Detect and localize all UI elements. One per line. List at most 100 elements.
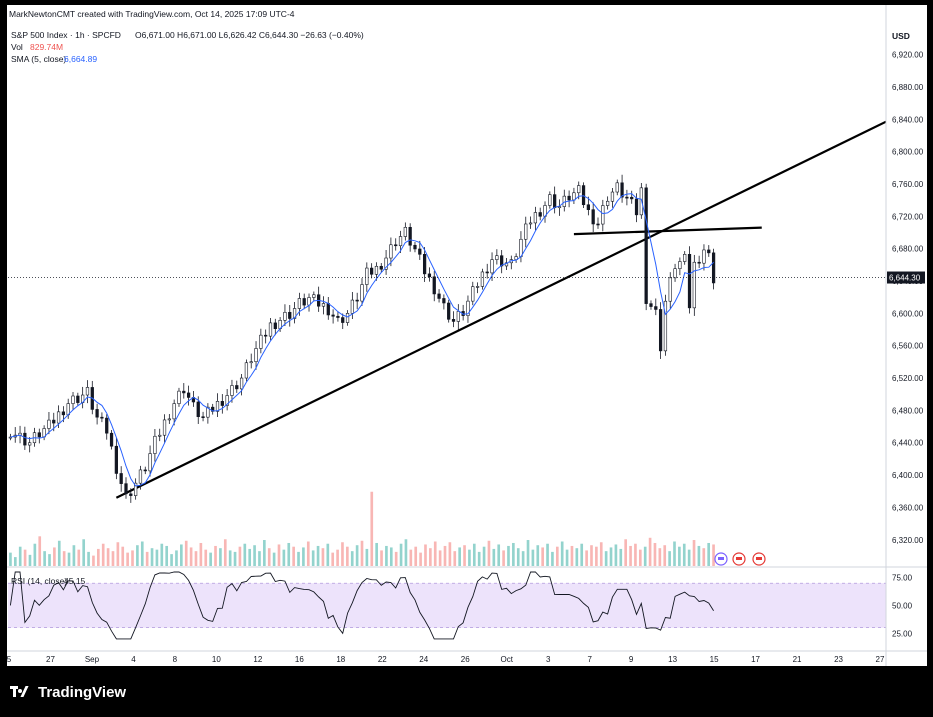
candle-body bbox=[519, 238, 523, 257]
candle-body bbox=[292, 308, 297, 319]
candle-body bbox=[225, 395, 229, 406]
volume-bar bbox=[165, 545, 169, 566]
candle-body bbox=[533, 212, 538, 224]
volume-bar bbox=[453, 551, 457, 566]
volume-bar bbox=[101, 543, 105, 566]
candle-body bbox=[437, 293, 441, 299]
volume-bar bbox=[526, 540, 530, 566]
candle-body bbox=[475, 286, 480, 288]
candle-body bbox=[389, 244, 393, 259]
sma-value: 6,664.89 bbox=[64, 54, 98, 64]
volume-bar bbox=[92, 555, 95, 566]
volume-bar bbox=[673, 541, 676, 566]
candle-body bbox=[398, 236, 403, 247]
price-tick-label: 6,600.00 bbox=[892, 309, 924, 318]
volume-bar bbox=[82, 539, 86, 566]
candle-body bbox=[500, 255, 504, 267]
candle-body bbox=[206, 406, 210, 418]
volume-bar bbox=[663, 545, 667, 566]
volume-bar bbox=[702, 548, 706, 566]
attribution: MarkNewtonCMT created with TradingView.c… bbox=[9, 9, 295, 19]
volume-bar bbox=[438, 550, 442, 566]
candle-body bbox=[124, 483, 128, 495]
chart-area[interactable] bbox=[7, 5, 927, 666]
volume-bar bbox=[199, 542, 203, 566]
tradingview-footer[interactable]: TradingView bbox=[10, 684, 126, 701]
time-tick-label: 10 bbox=[212, 655, 221, 664]
volume-bar bbox=[604, 551, 608, 566]
volume-bar bbox=[204, 549, 208, 566]
time-tick-label: 5 bbox=[7, 655, 12, 664]
vol-label: Vol bbox=[11, 42, 23, 52]
rsi-tick-label: 50.00 bbox=[892, 601, 913, 610]
volume-bar bbox=[448, 542, 452, 566]
candle-body bbox=[52, 419, 56, 424]
volume-bar bbox=[131, 550, 134, 566]
volume-bar bbox=[365, 548, 369, 566]
volume-bar bbox=[394, 551, 398, 566]
volume-bar bbox=[297, 551, 300, 566]
candle-body bbox=[230, 385, 234, 396]
volume-bar bbox=[658, 548, 662, 566]
candle-body bbox=[186, 392, 191, 398]
candle-body bbox=[355, 299, 359, 302]
candle-body bbox=[345, 313, 350, 323]
symbol-line[interactable]: S&P 500 Index · 1h · SPCFD bbox=[11, 30, 121, 40]
volume-bar bbox=[497, 544, 501, 566]
volume-bar bbox=[48, 554, 51, 566]
time-tick-label: 9 bbox=[629, 655, 634, 664]
candle-body bbox=[663, 300, 668, 352]
candle-body bbox=[610, 191, 615, 202]
candle-body bbox=[196, 401, 200, 417]
rsi-band-layer bbox=[8, 582, 886, 629]
flag-icon-mark bbox=[736, 557, 742, 560]
volume-bar bbox=[399, 543, 403, 566]
time-tick-label: 13 bbox=[668, 655, 677, 664]
candle-body bbox=[451, 319, 456, 322]
volume-bar bbox=[609, 547, 613, 566]
candle-body bbox=[114, 445, 118, 474]
time-tick-label: 22 bbox=[378, 655, 387, 664]
volume-bar bbox=[292, 546, 295, 566]
candle-body bbox=[524, 223, 528, 240]
volume-bar bbox=[346, 546, 349, 566]
candle-body bbox=[586, 204, 590, 210]
volume-bar bbox=[502, 550, 505, 566]
volume-bar bbox=[272, 552, 276, 566]
candle-body bbox=[61, 411, 66, 416]
volume-layer bbox=[9, 491, 715, 566]
candle-body bbox=[422, 254, 427, 275]
volume-bar bbox=[140, 541, 144, 566]
time-tick-label: 8 bbox=[173, 655, 178, 664]
currency-label: USD bbox=[892, 31, 910, 41]
last-price-label: 6,644.30 bbox=[889, 274, 921, 283]
candle-body bbox=[697, 261, 701, 264]
volume-bar bbox=[209, 552, 212, 566]
volume-bar bbox=[560, 541, 564, 566]
volume-bar bbox=[341, 542, 344, 566]
price-tick-label: 6,800.00 bbox=[892, 148, 924, 157]
volume-bar bbox=[668, 551, 671, 566]
rsi-band bbox=[8, 583, 886, 628]
volume-bar bbox=[580, 543, 584, 566]
candle-body bbox=[447, 302, 451, 320]
price-tick-label: 6,480.00 bbox=[892, 406, 924, 415]
time-tick-label: 15 bbox=[710, 655, 719, 664]
volume-bar bbox=[546, 543, 549, 566]
candle-body bbox=[601, 205, 605, 225]
time-tick-label: 16 bbox=[295, 655, 304, 664]
candle-body bbox=[553, 194, 557, 209]
candle-body bbox=[244, 362, 249, 379]
volume-bar bbox=[614, 544, 618, 566]
volume-bar bbox=[180, 544, 183, 566]
volume-bar bbox=[248, 548, 252, 566]
time-tick-label: 18 bbox=[336, 655, 345, 664]
volume-bar bbox=[233, 551, 237, 566]
volume-bar bbox=[194, 551, 198, 566]
time-tick-label: 27 bbox=[46, 655, 55, 664]
candle-body bbox=[394, 244, 398, 247]
candle-body bbox=[606, 200, 610, 206]
volume-bar bbox=[321, 548, 325, 566]
volume-bar bbox=[238, 546, 242, 566]
